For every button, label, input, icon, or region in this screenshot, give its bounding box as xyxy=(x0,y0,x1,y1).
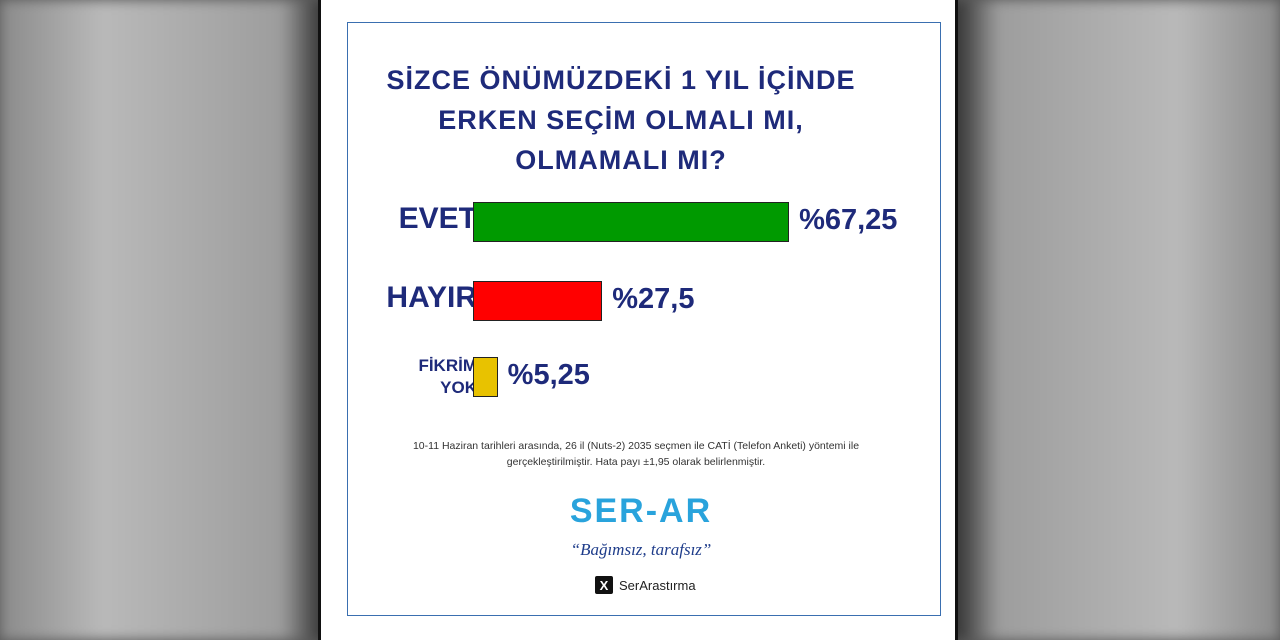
value-label: %67,25 xyxy=(799,204,898,236)
bar xyxy=(473,202,790,242)
value-label: %5,25 xyxy=(507,359,590,391)
logo: SER-AR xyxy=(569,492,713,530)
value-label: %27,5 xyxy=(612,283,695,315)
bar xyxy=(473,281,603,321)
tagline: “Bağımsız, tarafsız” xyxy=(570,540,712,559)
footnote: 10-11 Haziran tarihleri arasında, 26 il … xyxy=(412,440,860,468)
chart-title: SİZCE ÖNÜMÜZDEKİ 1 YIL İÇİNDE ERKEN SEÇİ… xyxy=(386,65,856,175)
handle-text: SerArastırma xyxy=(619,577,696,593)
category-label: HAYIR xyxy=(386,281,477,314)
chart-panel: SİZCE ÖNÜMÜZDEKİ 1 YIL İÇİNDE ERKEN SEÇİ… xyxy=(318,0,958,640)
social-handle: X SerArastırma xyxy=(595,576,696,594)
frame xyxy=(347,22,941,616)
category-label: EVET xyxy=(398,202,477,235)
bar xyxy=(473,357,498,397)
x-icon: X xyxy=(595,576,613,594)
category-label: FİKRİM YOK xyxy=(418,356,477,397)
